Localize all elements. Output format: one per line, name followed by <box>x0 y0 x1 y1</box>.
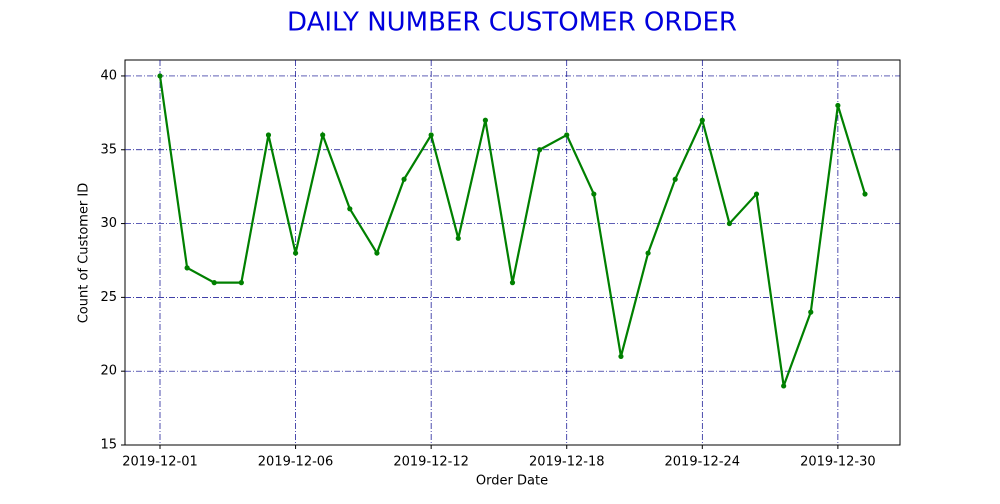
data-point <box>862 191 868 197</box>
data-point <box>808 309 814 315</box>
data-point <box>374 250 380 256</box>
x-tick-label: 2019-12-18 <box>529 455 605 470</box>
data-point <box>699 117 705 123</box>
data-point <box>211 280 217 286</box>
data-point <box>265 132 272 138</box>
data-point <box>428 132 434 138</box>
chart-title: DAILY NUMBER CUSTOMER ORDER <box>287 8 737 38</box>
data-point <box>564 132 570 138</box>
data-point <box>753 191 760 197</box>
data-point <box>320 132 326 138</box>
y-tick-label: 30 <box>100 216 117 231</box>
data-point <box>292 250 299 256</box>
x-axis-label: Order Date <box>476 474 548 489</box>
data-point <box>781 383 787 389</box>
data-point <box>726 220 733 227</box>
data-point <box>401 176 407 182</box>
data-point <box>482 117 488 123</box>
data-point <box>835 102 841 109</box>
x-tick-label: 2019-12-06 <box>258 455 334 470</box>
data-point <box>591 191 597 197</box>
y-tick-label: 40 <box>100 68 117 83</box>
y-tick-label: 20 <box>100 364 117 379</box>
x-tick-label: 2019-12-01 <box>122 455 198 470</box>
data-point <box>618 353 624 360</box>
x-tick-label: 2019-12-30 <box>800 455 876 470</box>
y-tick-label: 35 <box>100 142 117 157</box>
data-point <box>537 147 543 153</box>
data-point <box>184 265 190 271</box>
data-line <box>158 75 867 387</box>
plot-frame <box>124 59 901 446</box>
x-tick-label: 2019-12-12 <box>393 455 469 470</box>
y-axis-label: Count of Customer ID <box>77 183 92 324</box>
data-point <box>347 206 353 212</box>
data-point <box>509 280 516 286</box>
x-tick-label: 2019-12-24 <box>665 455 741 470</box>
data-point <box>157 73 163 79</box>
y-tick-label: 15 <box>100 438 117 453</box>
data-point <box>238 280 244 286</box>
data-point <box>455 235 461 241</box>
data-point <box>645 250 651 256</box>
data-point <box>672 176 678 182</box>
y-tick-label: 25 <box>100 290 117 305</box>
